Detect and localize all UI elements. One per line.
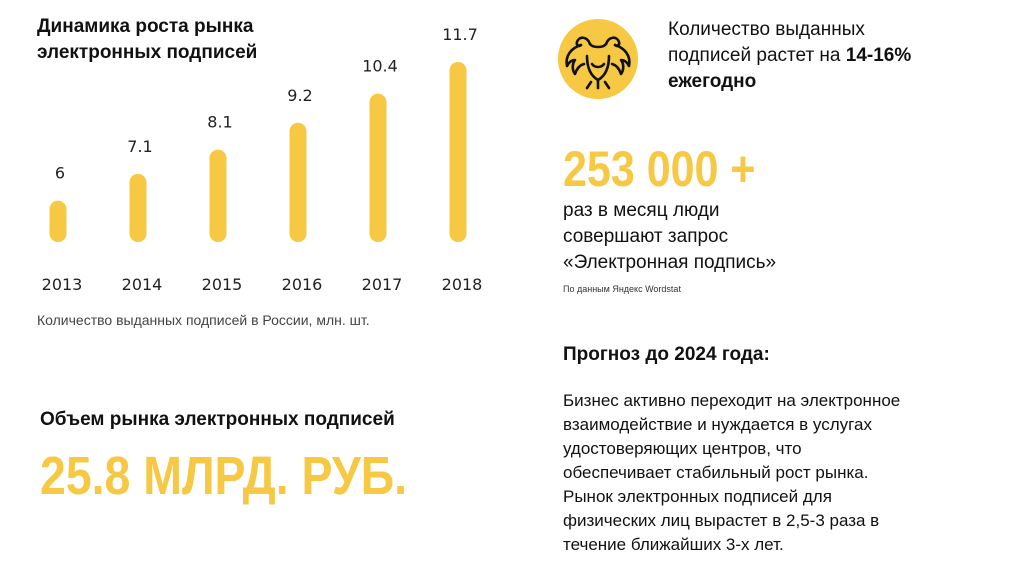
chart-caption: Количество выданных подписей в России, м… — [37, 312, 370, 328]
search-source-note: По данным Яндекс Wordstat — [563, 284, 681, 294]
forecast-title: Прогноз до 2024 года: — [563, 344, 770, 365]
forecast-line: течение ближайших 3-х лет. — [563, 535, 784, 554]
x-tick-label: 2014 — [122, 275, 163, 294]
bar-2016 — [289, 122, 307, 242]
bar-chart: 6 2013 7.1 2014 8.1 2015 9.2 2016 10.4 2017 11.7 20… — [42, 25, 483, 294]
growth-line-2: подписей растет на 14-16% — [668, 43, 998, 69]
bar-2017 — [369, 93, 387, 243]
market-size-title: Объем рынка электронных подписей — [40, 409, 395, 430]
forecast-line: физических лиц вырастет в 2,5-3 раза в — [563, 511, 880, 530]
forecast-line: Бизнес активно переходит на электронное — [563, 391, 901, 410]
search-line-3: «Электронная подпись» — [563, 252, 777, 273]
growth-line-3: ежегодно — [668, 69, 998, 95]
forecast-line: обеспечивает стабильный рост рынка. — [563, 463, 869, 482]
bar-2013 — [49, 200, 67, 242]
eagle-icon-outline — [565, 36, 631, 90]
x-tick-label: 2017 — [362, 275, 403, 294]
search-description: раз в месяц люди совершают запрос «Элект… — [563, 198, 863, 276]
x-tick-label: 2015 — [202, 275, 243, 294]
market-size-value: 25.8 МЛРД. РУБ. — [40, 446, 408, 506]
x-tick-label: 2013 — [42, 275, 83, 294]
growth-line-2-text: подписей растет на — [668, 45, 846, 66]
chart-title-text: Динамика роста рынка электронных подписе… — [37, 16, 258, 63]
bar-value-label: 11.7 — [442, 25, 478, 44]
bar-value-label: 8.1 — [207, 113, 232, 132]
search-line-2: совершают запрос — [563, 226, 729, 247]
growth-statement: Количество выданных подписей растет на 1… — [668, 17, 998, 95]
forecast-line: удостоверяющих центров, что — [563, 439, 802, 458]
search-count: 253 000 + — [563, 141, 756, 197]
x-tick-label: 2016 — [282, 275, 323, 294]
bar-2018 — [449, 62, 467, 242]
forecast-paragraph: Бизнес активно переходит на электронное … — [563, 389, 993, 557]
forecast-line: Рынок электронных подписей для — [563, 487, 832, 506]
bar-value-label: 7.1 — [127, 137, 152, 156]
double-headed-eagle-icon — [558, 19, 638, 99]
growth-line-3-text: ежегодно — [668, 71, 757, 92]
chart-title: Динамика роста рынка электронных подписе… — [37, 14, 337, 66]
bar-value-label: 9.2 — [287, 86, 312, 105]
x-tick-label: 2018 — [442, 275, 483, 294]
bar-value-label: 10.4 — [362, 57, 398, 76]
search-line-1: раз в месяц люди — [563, 200, 720, 221]
bar-2015 — [209, 149, 227, 242]
bar-2014 — [129, 173, 147, 242]
growth-line-1: Количество выданных — [668, 19, 865, 40]
forecast-line: взаимодействие и нуждается в услугах — [563, 415, 872, 434]
growth-highlight: 14-16% — [845, 45, 912, 66]
bar-value-label: 6 — [55, 164, 65, 183]
